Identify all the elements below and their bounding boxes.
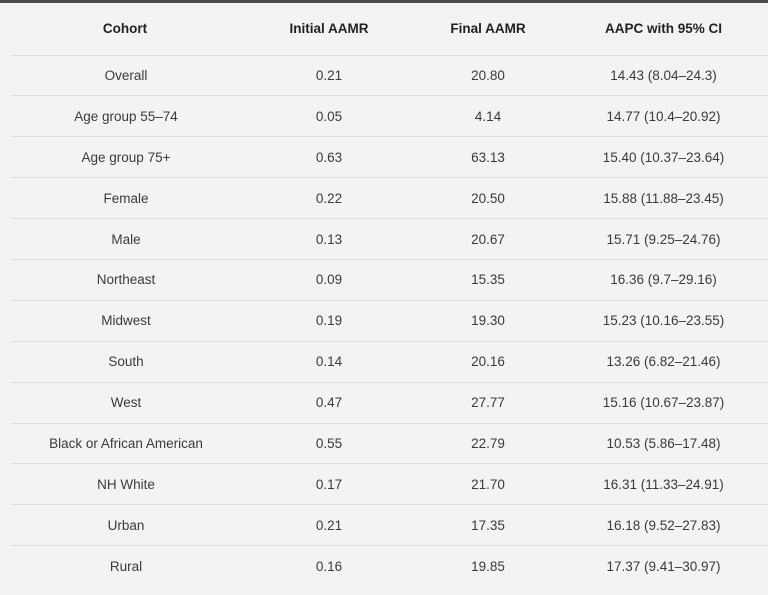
cell-initial-aamr: 0.05 xyxy=(241,95,417,138)
table-row: Northeast 0.09 15.35 16.36 (9.7–29.16) xyxy=(11,259,768,301)
cell-aapc: 15.88 (11.88–23.45) xyxy=(559,177,768,220)
cell-initial-aamr: 0.19 xyxy=(241,300,417,342)
cell-final-aamr: 21.70 xyxy=(417,463,559,506)
table-row: Overall 0.21 20.80 14.43 (8.04–24.3) xyxy=(11,55,768,97)
table-body: Overall 0.21 20.80 14.43 (8.04–24.3) Age gro… xyxy=(11,55,768,587)
table-row: South 0.14 20.16 13.26 (6.82–21.46) xyxy=(11,341,768,383)
cell-cohort: Northeast xyxy=(11,259,241,301)
cell-aapc: 16.36 (9.7–29.16) xyxy=(559,259,768,301)
table-row: NH White 0.17 21.70 16.31 (11.33–24.91) xyxy=(11,463,768,506)
table-row: Midwest 0.19 19.30 15.23 (10.16–23.55) xyxy=(11,300,768,342)
cell-cohort: Urban xyxy=(11,504,241,547)
table-row: Rural 0.16 19.85 17.37 (9.41–30.97) xyxy=(11,546,768,587)
cell-final-aamr: 20.16 xyxy=(417,341,559,383)
cell-aapc: 14.77 (10.4–20.92) xyxy=(559,95,768,138)
table-row: Age group 75+ 0.63 63.13 15.40 (10.37–23.64… xyxy=(11,136,768,179)
table-row: Age group 55–74 0.05 4.14 14.77 (10.4–20.92… xyxy=(11,95,768,138)
cell-aapc: 10.53 (5.86–17.48) xyxy=(559,423,768,465)
cell-aapc: 16.31 (11.33–24.91) xyxy=(559,463,768,506)
cell-final-aamr: 63.13 xyxy=(417,136,559,179)
cell-aapc: 15.40 (10.37–23.64) xyxy=(559,136,768,179)
table-row: Black or African American 0.55 22.79 10.53 … xyxy=(11,423,768,465)
cell-final-aamr: 15.35 xyxy=(417,259,559,301)
cell-aapc: 13.26 (6.82–21.46) xyxy=(559,341,768,383)
cell-initial-aamr: 0.17 xyxy=(241,463,417,506)
cell-aapc: 16.18 (9.52–27.83) xyxy=(559,504,768,547)
cell-cohort: Black or African American xyxy=(11,423,241,465)
cell-cohort: Overall xyxy=(11,55,241,97)
table-row: Urban 0.21 17.35 16.18 (9.52–27.83) xyxy=(11,504,768,547)
cell-final-aamr: 20.80 xyxy=(417,55,559,97)
header-cohort: Cohort xyxy=(11,3,241,56)
header-final-aamr: Final AAMR xyxy=(417,3,559,56)
cell-initial-aamr: 0.16 xyxy=(315,558,343,574)
cell-initial-aamr: 0.13 xyxy=(241,218,417,260)
cell-cohort: Midwest xyxy=(11,300,241,342)
cell-aapc: 14.43 (8.04–24.3) xyxy=(559,55,768,97)
cell-final-aamr: 17.35 xyxy=(417,504,559,547)
header-aapc: AAPC with 95% CI xyxy=(559,3,768,56)
cell-aapc: 17.37 (9.41–30.97) xyxy=(606,558,721,574)
cell-initial-aamr: 0.22 xyxy=(241,177,417,220)
cell-aapc: 15.23 (10.16–23.55) xyxy=(559,300,768,342)
cell-initial-aamr: 0.47 xyxy=(241,382,417,424)
cell-final-aamr: 19.30 xyxy=(417,300,559,342)
cell-initial-aamr: 0.09 xyxy=(241,259,417,301)
header-row: Cohort Initial AAMR Final AAMR AAPC with… xyxy=(11,3,768,56)
table-row: Male 0.13 20.67 15.71 (9.25–24.76) xyxy=(11,218,768,260)
cell-aapc: 15.71 (9.25–24.76) xyxy=(559,218,768,260)
cell-initial-aamr: 0.21 xyxy=(241,504,417,547)
table-row: West 0.47 27.77 15.16 (10.67–23.87) xyxy=(11,382,768,424)
cell-cohort: Age group 75+ xyxy=(11,136,241,179)
cell-initial-aamr: 0.63 xyxy=(241,136,417,179)
cell-cohort: Rural xyxy=(109,558,143,574)
header-initial-aamr: Initial AAMR xyxy=(241,3,417,56)
cell-cohort: Male xyxy=(11,218,241,260)
cell-final-aamr: 19.85 xyxy=(471,558,505,574)
table-row: Female 0.22 20.50 15.88 (11.88–23.45) xyxy=(11,177,768,220)
cell-final-aamr: 22.79 xyxy=(417,423,559,465)
cell-cohort: Female xyxy=(11,177,241,220)
cell-cohort: West xyxy=(11,382,241,424)
cell-cohort: Age group 55–74 xyxy=(11,95,241,138)
cell-final-aamr: 20.50 xyxy=(417,177,559,220)
cell-final-aamr: 4.14 xyxy=(417,95,559,138)
table-header: Cohort Initial AAMR Final AAMR AAPC with… xyxy=(11,3,768,56)
cell-initial-aamr: 0.21 xyxy=(241,55,417,97)
cell-initial-aamr: 0.14 xyxy=(241,341,417,383)
top-border-bar xyxy=(0,0,768,3)
cell-final-aamr: 20.67 xyxy=(417,218,559,260)
table-container: Cohort Initial AAMR Final AAMR AAPC with… xyxy=(11,3,768,587)
cell-final-aamr: 27.77 xyxy=(417,382,559,424)
cell-cohort: NH White xyxy=(11,463,241,506)
cell-aapc: 15.16 (10.67–23.87) xyxy=(559,382,768,424)
cell-initial-aamr: 0.55 xyxy=(241,423,417,465)
cell-cohort: South xyxy=(11,341,241,383)
aamr-table: Cohort Initial AAMR Final AAMR AAPC with… xyxy=(11,3,768,587)
